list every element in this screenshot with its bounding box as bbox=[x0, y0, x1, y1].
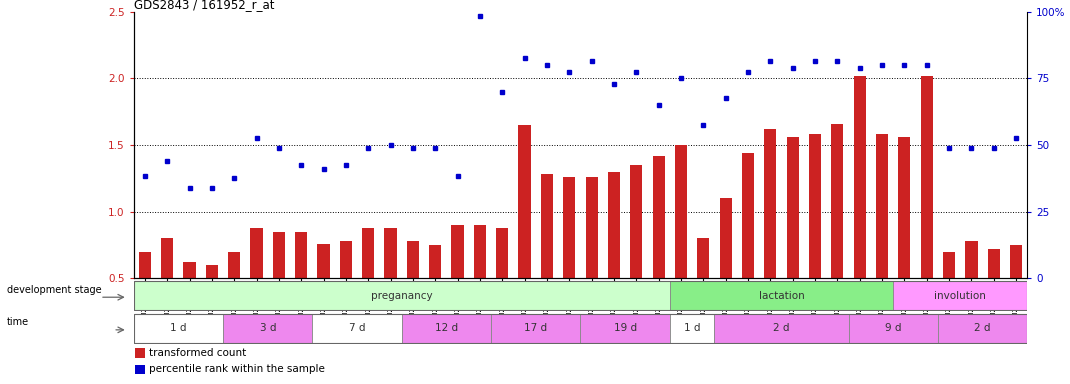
Bar bbox=[318, 244, 330, 278]
Bar bbox=[295, 232, 307, 278]
Text: GDS2843 / 161952_r_at: GDS2843 / 161952_r_at bbox=[134, 0, 274, 12]
Bar bbox=[139, 252, 151, 278]
FancyBboxPatch shape bbox=[849, 314, 938, 343]
Bar bbox=[854, 76, 866, 278]
Text: 2 d: 2 d bbox=[774, 323, 790, 333]
Text: 17 d: 17 d bbox=[524, 323, 548, 333]
Text: 1 d: 1 d bbox=[684, 323, 701, 333]
FancyBboxPatch shape bbox=[670, 281, 893, 310]
FancyBboxPatch shape bbox=[134, 281, 670, 310]
Bar bbox=[519, 125, 531, 278]
Text: 3 d: 3 d bbox=[260, 323, 276, 333]
Bar bbox=[429, 245, 442, 278]
Bar bbox=[630, 165, 642, 278]
Bar bbox=[1010, 245, 1022, 278]
Bar bbox=[898, 137, 911, 278]
Text: 9 d: 9 d bbox=[885, 323, 901, 333]
FancyBboxPatch shape bbox=[224, 314, 312, 343]
Bar bbox=[585, 177, 598, 278]
FancyBboxPatch shape bbox=[491, 314, 581, 343]
Bar bbox=[719, 198, 732, 278]
Bar bbox=[273, 232, 285, 278]
Bar bbox=[742, 153, 754, 278]
Text: lactation: lactation bbox=[759, 291, 805, 301]
Bar bbox=[943, 252, 956, 278]
Text: percentile rank within the sample: percentile rank within the sample bbox=[150, 364, 325, 374]
Text: 1 d: 1 d bbox=[170, 323, 186, 333]
Bar bbox=[809, 134, 821, 278]
Text: involution: involution bbox=[934, 291, 987, 301]
FancyBboxPatch shape bbox=[893, 281, 1027, 310]
Text: time: time bbox=[6, 317, 29, 327]
Bar bbox=[407, 241, 419, 278]
FancyBboxPatch shape bbox=[581, 314, 670, 343]
FancyBboxPatch shape bbox=[715, 314, 849, 343]
Text: 19 d: 19 d bbox=[613, 323, 637, 333]
Bar bbox=[540, 174, 553, 278]
Bar bbox=[135, 364, 144, 374]
Text: preganancy: preganancy bbox=[371, 291, 432, 301]
FancyBboxPatch shape bbox=[402, 314, 491, 343]
Bar bbox=[362, 228, 374, 278]
Bar bbox=[965, 241, 978, 278]
Bar bbox=[920, 76, 933, 278]
Bar bbox=[876, 134, 888, 278]
Bar bbox=[608, 172, 621, 278]
Text: 7 d: 7 d bbox=[349, 323, 365, 333]
Text: transformed count: transformed count bbox=[150, 348, 247, 358]
Bar bbox=[135, 348, 144, 358]
Bar bbox=[162, 238, 173, 278]
Bar bbox=[698, 238, 709, 278]
Bar bbox=[675, 145, 687, 278]
Bar bbox=[340, 241, 352, 278]
FancyBboxPatch shape bbox=[134, 314, 224, 343]
Bar bbox=[250, 228, 263, 278]
Bar bbox=[183, 262, 196, 278]
Bar bbox=[563, 177, 576, 278]
Bar bbox=[474, 225, 486, 278]
Bar bbox=[496, 228, 508, 278]
Bar bbox=[831, 124, 843, 278]
Bar bbox=[384, 228, 397, 278]
FancyBboxPatch shape bbox=[938, 314, 1027, 343]
Bar bbox=[653, 156, 664, 278]
Bar bbox=[205, 265, 218, 278]
Bar bbox=[452, 225, 463, 278]
FancyBboxPatch shape bbox=[312, 314, 402, 343]
Text: 2 d: 2 d bbox=[975, 323, 991, 333]
Bar bbox=[786, 137, 799, 278]
Bar bbox=[228, 252, 241, 278]
Bar bbox=[764, 129, 777, 278]
Bar bbox=[988, 249, 999, 278]
FancyBboxPatch shape bbox=[670, 314, 715, 343]
Text: 12 d: 12 d bbox=[434, 323, 458, 333]
Text: development stage: development stage bbox=[6, 285, 102, 295]
